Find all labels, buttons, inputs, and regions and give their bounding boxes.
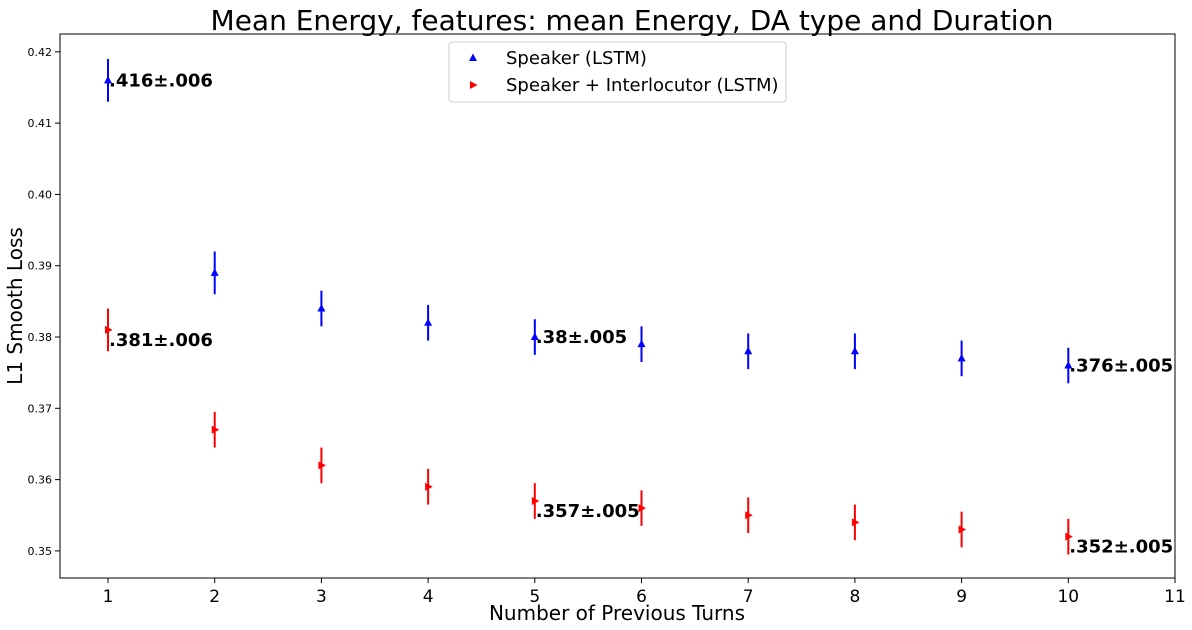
data-point bbox=[744, 346, 753, 355]
series-2 bbox=[105, 308, 1073, 555]
data-point bbox=[638, 504, 647, 513]
x-tick-label: 5 bbox=[529, 587, 540, 607]
data-label: .381±.006 bbox=[109, 330, 213, 351]
legend: Speaker (LSTM) Speaker + Interlocutor (LS… bbox=[448, 41, 787, 103]
data-point bbox=[211, 425, 220, 434]
x-tick-label: 6 bbox=[636, 587, 647, 607]
data-point bbox=[851, 518, 860, 527]
y-axis-label: L1 Smooth Loss bbox=[3, 227, 27, 385]
data-point bbox=[318, 461, 326, 470]
y-tick-label: 0.40 bbox=[28, 188, 53, 201]
data-point bbox=[745, 511, 753, 520]
data-point bbox=[958, 525, 967, 534]
x-axis-label: Number of Previous Turns bbox=[489, 601, 745, 625]
annotations: .416±.006 .381±.006 .38±.005 .376±.005 .357±… bbox=[109, 70, 1173, 557]
data-point bbox=[957, 353, 966, 362]
data-point bbox=[424, 318, 433, 326]
x-tick-label: 7 bbox=[743, 587, 754, 607]
data-point bbox=[104, 75, 113, 84]
data-point bbox=[1065, 532, 1073, 541]
x-axis: 1 2 3 4 5 6 7 8 9 10 11 bbox=[103, 578, 1186, 607]
data-marks bbox=[104, 58, 1073, 555]
data-point bbox=[425, 482, 433, 491]
legend-label: Speaker + Interlocutor (LSTM) bbox=[506, 75, 779, 96]
plot-frame bbox=[59, 33, 1176, 579]
data-point bbox=[850, 346, 859, 355]
x-tick-label: 1 bbox=[103, 587, 114, 607]
data-label: .376±.005 bbox=[1069, 356, 1173, 377]
x-tick-label: 10 bbox=[1057, 587, 1079, 607]
x-tick-label: 9 bbox=[956, 587, 967, 607]
chart-title: Mean Energy, features: mean Energy, DA t… bbox=[211, 4, 1054, 37]
x-tick-label: 11 bbox=[1164, 587, 1186, 607]
data-point bbox=[1064, 361, 1073, 369]
data-point bbox=[637, 339, 646, 348]
y-tick-label: 0.41 bbox=[28, 117, 53, 130]
data-label: .352±.005 bbox=[1069, 537, 1173, 558]
data-point bbox=[210, 268, 219, 276]
data-label: .357±.005 bbox=[536, 501, 640, 522]
data-point bbox=[530, 332, 539, 341]
data-point bbox=[317, 303, 326, 312]
legend-box bbox=[448, 41, 787, 103]
x-tick-label: 4 bbox=[423, 587, 434, 607]
y-tick-label: 0.35 bbox=[28, 545, 53, 558]
data-point bbox=[105, 325, 113, 334]
x-tick-label: 8 bbox=[849, 587, 860, 607]
data-point bbox=[531, 496, 540, 505]
data-label: .38±.005 bbox=[536, 327, 627, 348]
x-tick-label: 3 bbox=[316, 587, 327, 607]
y-axis: 0.35 0.36 0.37 0.38 0.39 0.40 0.41 0.42 bbox=[28, 46, 60, 558]
y-tick-label: 0.37 bbox=[28, 402, 53, 415]
legend-marker bbox=[469, 53, 477, 61]
y-tick-label: 0.39 bbox=[28, 260, 53, 273]
x-tick-label: 2 bbox=[209, 587, 220, 607]
y-tick-label: 0.36 bbox=[28, 474, 53, 487]
y-tick-label: 0.42 bbox=[28, 46, 53, 59]
series-1 bbox=[104, 58, 1073, 384]
legend-label: Speaker (LSTM) bbox=[506, 48, 647, 69]
data-label: .416±.006 bbox=[109, 70, 213, 91]
y-tick-label: 0.38 bbox=[28, 331, 53, 344]
legend-marker bbox=[470, 81, 478, 89]
